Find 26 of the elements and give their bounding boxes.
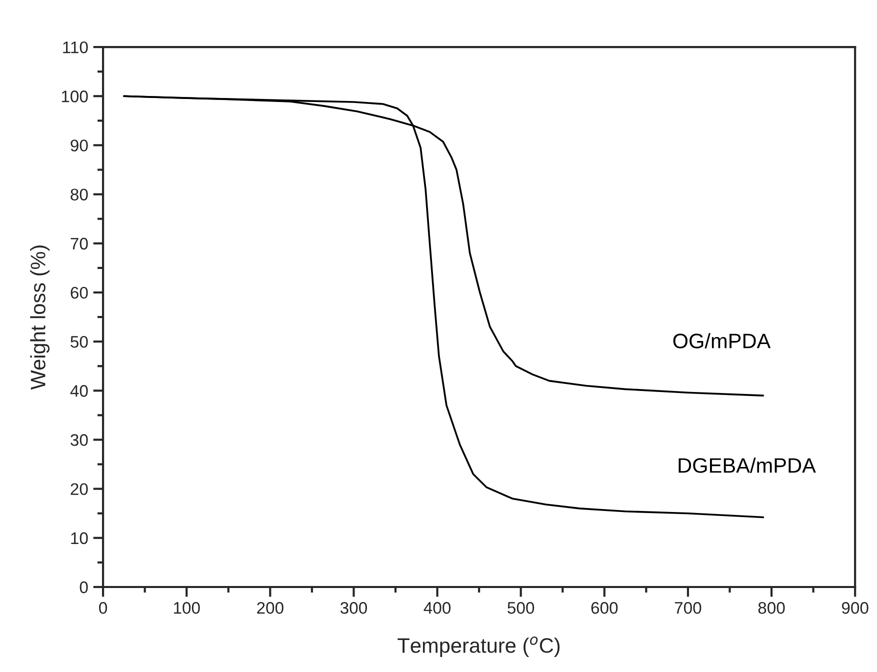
y-tick-label: 110	[63, 41, 88, 54]
y-tick-label: 70	[70, 238, 88, 250]
y-tick-label: 80	[70, 188, 88, 201]
series-label: DGEBA/mPDA	[678, 458, 816, 473]
text: OG/mPDA	[673, 333, 771, 348]
x-tick-label: 800	[758, 602, 785, 614]
y-tick-label: 0	[80, 581, 88, 594]
y-tick-label: 10	[71, 532, 88, 544]
y-tick-label: 40	[70, 385, 88, 397]
x-axis-title: Temperature ($^{o}$C)	[398, 636, 560, 658]
y-tick-label: 90	[70, 140, 88, 152]
x-tick-label: 700	[674, 602, 702, 614]
y-tick-label: 60	[70, 286, 88, 299]
x-tick-label: 400	[424, 602, 451, 614]
x-tick-label: 500	[508, 602, 534, 614]
y-axis-title: Weight loss (%)	[30, 246, 50, 390]
x-tick-label: 100	[174, 602, 200, 614]
x-tick-label: 900	[842, 602, 868, 614]
y-tick-label: 20	[70, 483, 88, 496]
x-tick-label: 200	[257, 602, 284, 614]
y-tick-label: 100	[62, 90, 88, 102]
y-tick-label: 50	[70, 336, 88, 348]
x-tick-label: 600	[591, 602, 618, 614]
x-tick-label: 0	[99, 602, 108, 614]
x-tick-label: 300	[340, 602, 367, 614]
y-tick-label: 30	[70, 434, 88, 446]
